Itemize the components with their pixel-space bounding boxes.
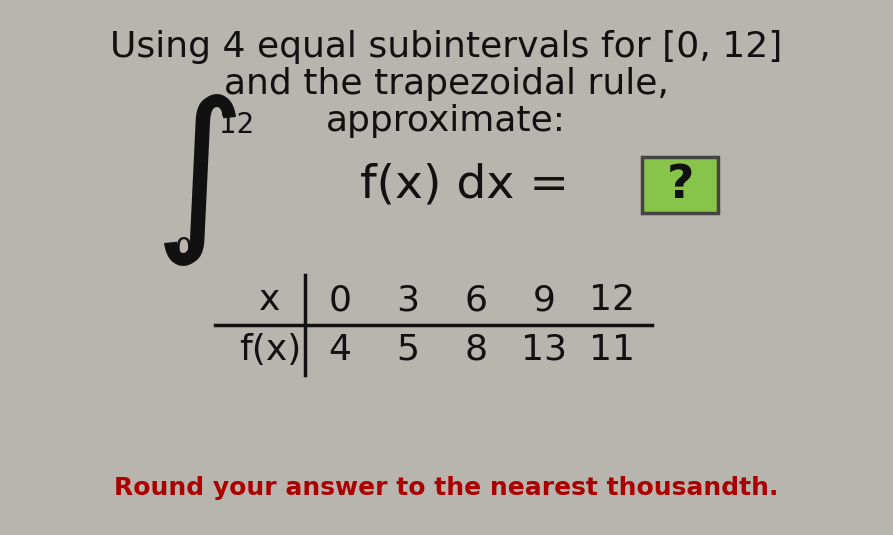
Text: x: x — [259, 283, 280, 317]
Text: 4: 4 — [329, 333, 352, 367]
Text: 13: 13 — [521, 333, 567, 367]
Text: and the trapezoidal rule,: and the trapezoidal rule, — [223, 67, 669, 101]
Text: 0: 0 — [174, 236, 192, 264]
FancyBboxPatch shape — [642, 157, 718, 213]
Text: ?: ? — [666, 163, 694, 208]
Text: Using 4 equal subintervals for [0, 12]: Using 4 equal subintervals for [0, 12] — [110, 30, 782, 64]
Text: f(x): f(x) — [238, 333, 301, 367]
Text: $\int$: $\int$ — [153, 92, 237, 268]
Text: 0: 0 — [329, 283, 352, 317]
Text: 3: 3 — [396, 283, 420, 317]
Text: 8: 8 — [464, 333, 488, 367]
Text: 6: 6 — [464, 283, 488, 317]
Text: 11: 11 — [589, 333, 635, 367]
Text: 12: 12 — [220, 111, 255, 139]
Text: 9: 9 — [532, 283, 555, 317]
Text: 12: 12 — [589, 283, 635, 317]
Text: approximate:: approximate: — [326, 104, 566, 138]
Text: f(x) dx =: f(x) dx = — [360, 163, 584, 208]
Text: Round your answer to the nearest thousandth.: Round your answer to the nearest thousan… — [113, 476, 778, 500]
Text: 5: 5 — [396, 333, 420, 367]
